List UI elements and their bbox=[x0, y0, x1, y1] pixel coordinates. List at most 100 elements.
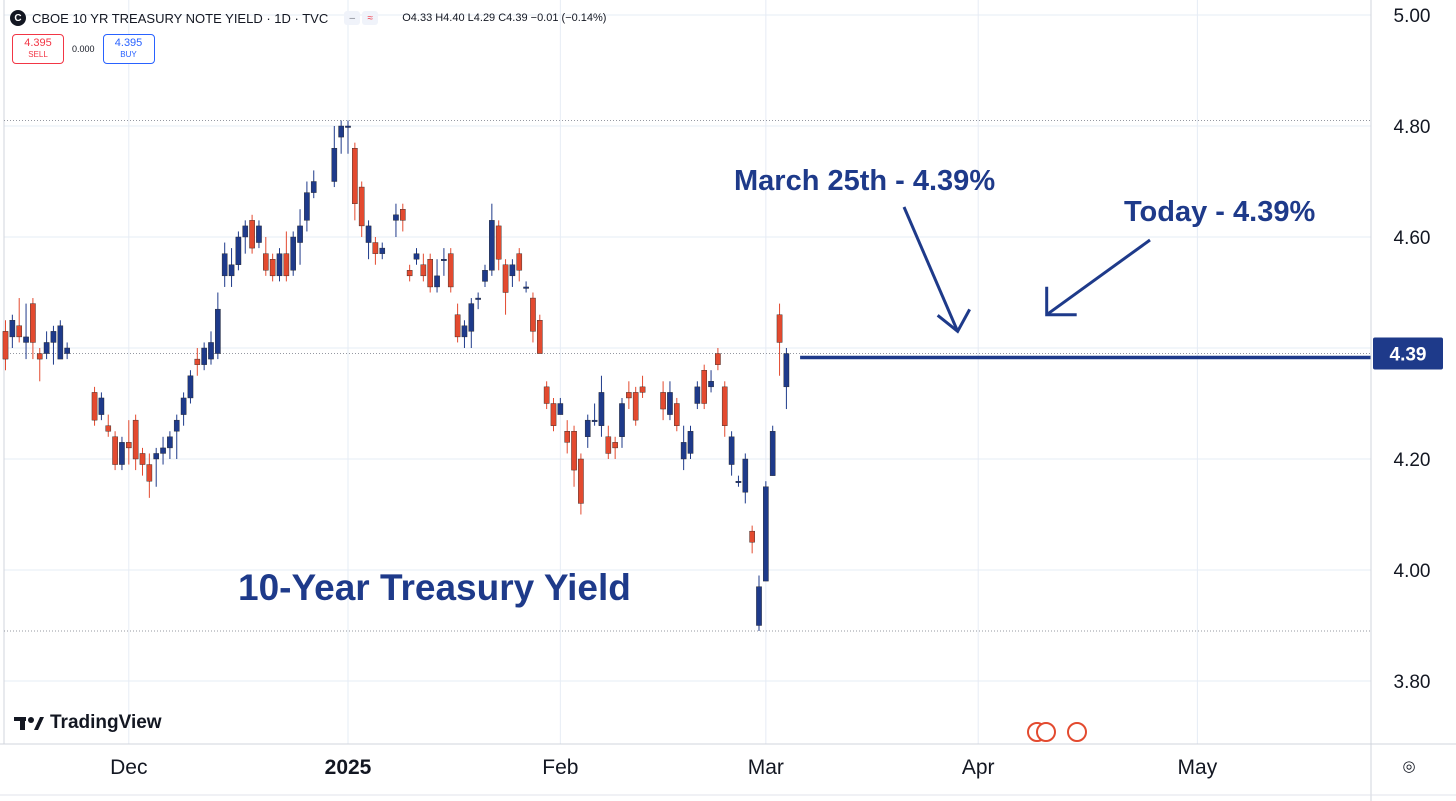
tradingview-logo[interactable]: TradingView bbox=[14, 712, 162, 734]
candle bbox=[187, 370, 194, 404]
candle-body bbox=[413, 253, 420, 260]
candle-body bbox=[201, 347, 207, 365]
candle-body bbox=[420, 264, 427, 277]
candle bbox=[365, 220, 372, 260]
candle-body bbox=[475, 297, 481, 300]
time-tick-label: Mar bbox=[748, 756, 784, 779]
candle-body bbox=[447, 253, 454, 288]
candle bbox=[468, 298, 475, 348]
candle bbox=[584, 414, 591, 448]
spread-value: 0.000 bbox=[72, 44, 95, 54]
candle-body bbox=[434, 275, 440, 288]
candle bbox=[98, 392, 105, 421]
candle-body bbox=[242, 225, 249, 238]
candle bbox=[215, 292, 221, 360]
wave-icon[interactable]: ≈ bbox=[362, 11, 379, 25]
candle-body bbox=[461, 325, 468, 338]
candle-body bbox=[578, 458, 584, 504]
minus-icon[interactable]: – bbox=[344, 11, 361, 25]
candle bbox=[345, 120, 351, 154]
current-price-label: 4.39 bbox=[1390, 345, 1427, 366]
candle bbox=[550, 397, 557, 432]
candle-body bbox=[605, 436, 612, 454]
tradingview-wordmark: TradingView bbox=[50, 712, 162, 733]
candle bbox=[619, 397, 625, 448]
candle bbox=[769, 425, 776, 476]
candle bbox=[564, 420, 570, 454]
price-axis[interactable]: 5.004.804.604.404.204.003.804.39 bbox=[1370, 0, 1443, 801]
candle-body bbox=[310, 181, 317, 193]
candle bbox=[578, 453, 584, 515]
candle bbox=[43, 331, 50, 360]
candle bbox=[509, 259, 516, 287]
candle-body bbox=[91, 392, 98, 421]
candle bbox=[495, 220, 502, 271]
candle-body bbox=[502, 264, 509, 293]
candle bbox=[331, 126, 338, 188]
candle-body bbox=[557, 403, 564, 415]
candle bbox=[461, 320, 468, 348]
price-tick-label: 4.00 bbox=[1394, 561, 1431, 582]
candle bbox=[571, 425, 577, 487]
candle-body bbox=[345, 125, 351, 128]
sell-price: 4.395 bbox=[24, 37, 52, 49]
candle-body bbox=[441, 259, 447, 261]
us-flag-icon bbox=[1036, 722, 1056, 742]
annotation-arrow-head bbox=[936, 308, 971, 334]
candle-body bbox=[523, 286, 529, 289]
candle bbox=[180, 392, 187, 426]
candle-body bbox=[297, 225, 303, 243]
candle-body bbox=[550, 403, 557, 426]
candle-body bbox=[372, 242, 379, 254]
candle bbox=[598, 375, 605, 437]
candle-body bbox=[584, 419, 591, 437]
candle bbox=[276, 248, 283, 282]
settings-icon[interactable]: ◎ bbox=[1402, 758, 1416, 775]
candle bbox=[667, 381, 673, 421]
candle bbox=[283, 231, 290, 282]
candle-body bbox=[783, 353, 790, 388]
candle-body bbox=[482, 270, 488, 282]
time-axis[interactable]: Dec 2025 Feb Mar Apr May bbox=[0, 743, 1456, 796]
symbol-title[interactable]: CBOE 10 YR TREASURY NOTE YIELD · 1D · TV… bbox=[32, 10, 329, 26]
buy-button[interactable]: 4.395 BUY bbox=[102, 34, 155, 64]
candle bbox=[735, 475, 742, 487]
sell-button[interactable]: 4.395 SELL bbox=[12, 34, 64, 64]
candle-body bbox=[769, 431, 776, 476]
candle bbox=[91, 386, 98, 426]
candle-body bbox=[379, 247, 386, 254]
candle-body bbox=[16, 325, 23, 338]
candle-body bbox=[235, 236, 242, 265]
candle-body bbox=[215, 308, 221, 354]
candle-body bbox=[64, 347, 70, 354]
candle bbox=[489, 203, 495, 276]
candle-body bbox=[98, 397, 105, 415]
candle-body bbox=[167, 436, 173, 449]
candle-body bbox=[400, 209, 406, 221]
candle-body bbox=[50, 331, 57, 343]
candle bbox=[57, 320, 64, 360]
annotation-label: March 25th - 4.39% bbox=[734, 165, 995, 197]
candle-body bbox=[749, 530, 755, 543]
candle bbox=[256, 220, 262, 249]
symbol-icon[interactable]: C bbox=[10, 10, 26, 26]
candle-body bbox=[208, 342, 214, 360]
candle bbox=[763, 481, 769, 582]
candle-body bbox=[119, 442, 125, 465]
buy-price: 4.395 bbox=[114, 37, 143, 49]
candle bbox=[516, 248, 523, 282]
us-flag-icon bbox=[1067, 722, 1087, 742]
time-tick-label: May bbox=[1178, 756, 1218, 779]
candle-body bbox=[715, 353, 721, 365]
candle-body bbox=[365, 225, 372, 243]
candle-body bbox=[530, 297, 536, 332]
candle bbox=[400, 203, 406, 232]
candle-body bbox=[263, 253, 269, 271]
candle bbox=[304, 181, 310, 232]
candle bbox=[358, 181, 365, 237]
time-tick-label: Dec bbox=[110, 756, 147, 779]
candle bbox=[50, 325, 57, 365]
